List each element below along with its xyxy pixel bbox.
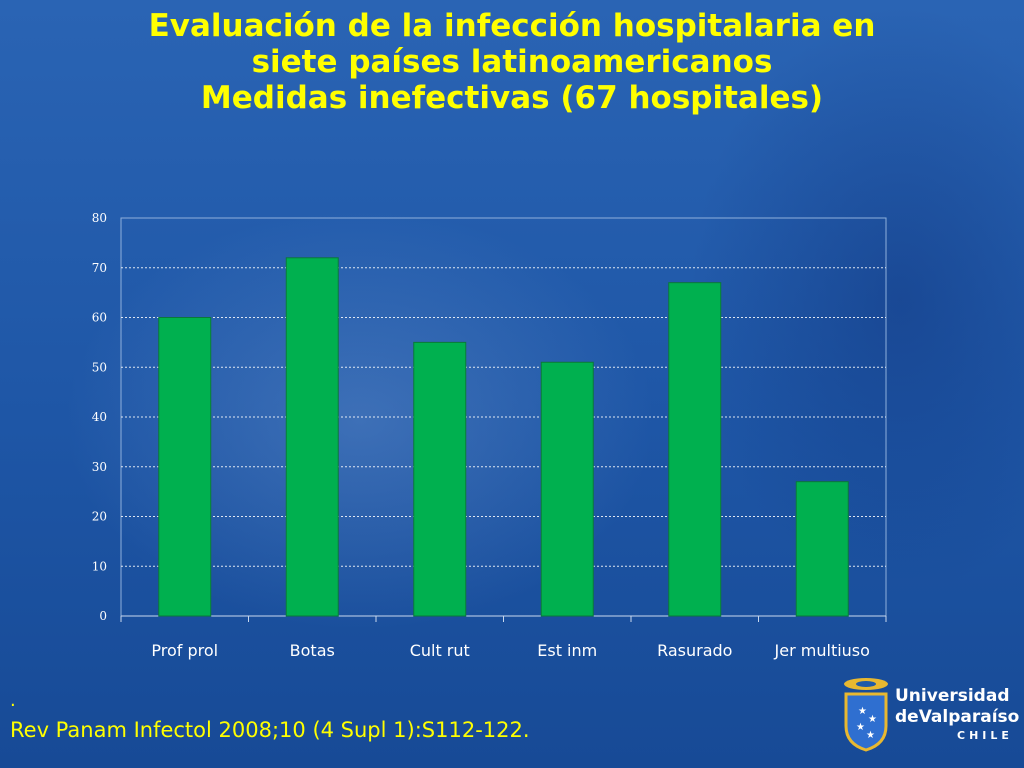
y-tick-label: 80 <box>92 211 107 225</box>
title-line-1: Evaluación de la infección hospitalaria … <box>148 8 876 44</box>
chart-bars <box>158 257 849 617</box>
svg-text:★: ★ <box>866 730 875 741</box>
svg-text:★: ★ <box>868 714 877 725</box>
y-axis-ticks: 0 10 20 30 40 50 60 70 80 <box>92 211 107 623</box>
bullet-dot: . <box>10 690 16 711</box>
y-tick-label: 70 <box>92 261 107 275</box>
x-tick-label: Prof prol <box>151 641 218 660</box>
bar <box>795 481 849 617</box>
y-tick-label: 30 <box>92 460 107 474</box>
university-name: Universidad deValparaíso CHILE <box>895 686 1019 744</box>
slide-title: Evaluación de la infección hospitalaria … <box>0 8 1024 116</box>
svg-text:★: ★ <box>858 706 867 717</box>
x-tick-label: Est inm <box>537 641 597 660</box>
x-tick-label: Cult rut <box>410 641 470 660</box>
y-tick-label: 10 <box>92 559 107 573</box>
y-tick-label: 20 <box>92 510 107 524</box>
logo-line-2: deValparaíso <box>895 707 1020 727</box>
bar <box>285 257 339 617</box>
x-tick-label: Rasurado <box>657 641 732 660</box>
university-crest-icon: ★ ★ ★ ★ <box>844 678 888 752</box>
bar <box>158 317 212 617</box>
bar <box>668 282 722 617</box>
bar-chart: 0 10 20 30 40 50 60 70 80 Prof prol Botas Cult rut… <box>92 211 887 660</box>
y-tick-label: 50 <box>92 360 107 374</box>
y-tick-label: 60 <box>92 311 107 325</box>
x-axis-ticks: Prof prol Botas Cult rut Est inm Rasurado Jer… <box>151 641 870 660</box>
x-tick-label: Botas <box>290 641 335 660</box>
y-tick-label: 40 <box>92 410 107 424</box>
y-tick-label: 0 <box>99 609 107 623</box>
x-tick-label: Jer multiuso <box>774 641 870 660</box>
svg-text:★: ★ <box>856 722 865 733</box>
citation-text: Rev Panam Infectol 2008;10 (4 Supl 1):S1… <box>10 718 530 742</box>
chart-gridlines <box>120 217 887 622</box>
title-line-2: siete países latinoamericanos <box>251 44 773 80</box>
logo-line-3: CHILE <box>957 729 1013 742</box>
bar <box>413 341 467 617</box>
university-logo: ★ ★ ★ ★ Universidad deValparaíso CHILE <box>840 674 1020 760</box>
plot-frame <box>120 217 887 617</box>
bar <box>540 361 594 617</box>
title-line-3: Medidas inefectivas (67 hospitales) <box>200 80 824 116</box>
logo-line-1: Universidad <box>895 686 1010 706</box>
